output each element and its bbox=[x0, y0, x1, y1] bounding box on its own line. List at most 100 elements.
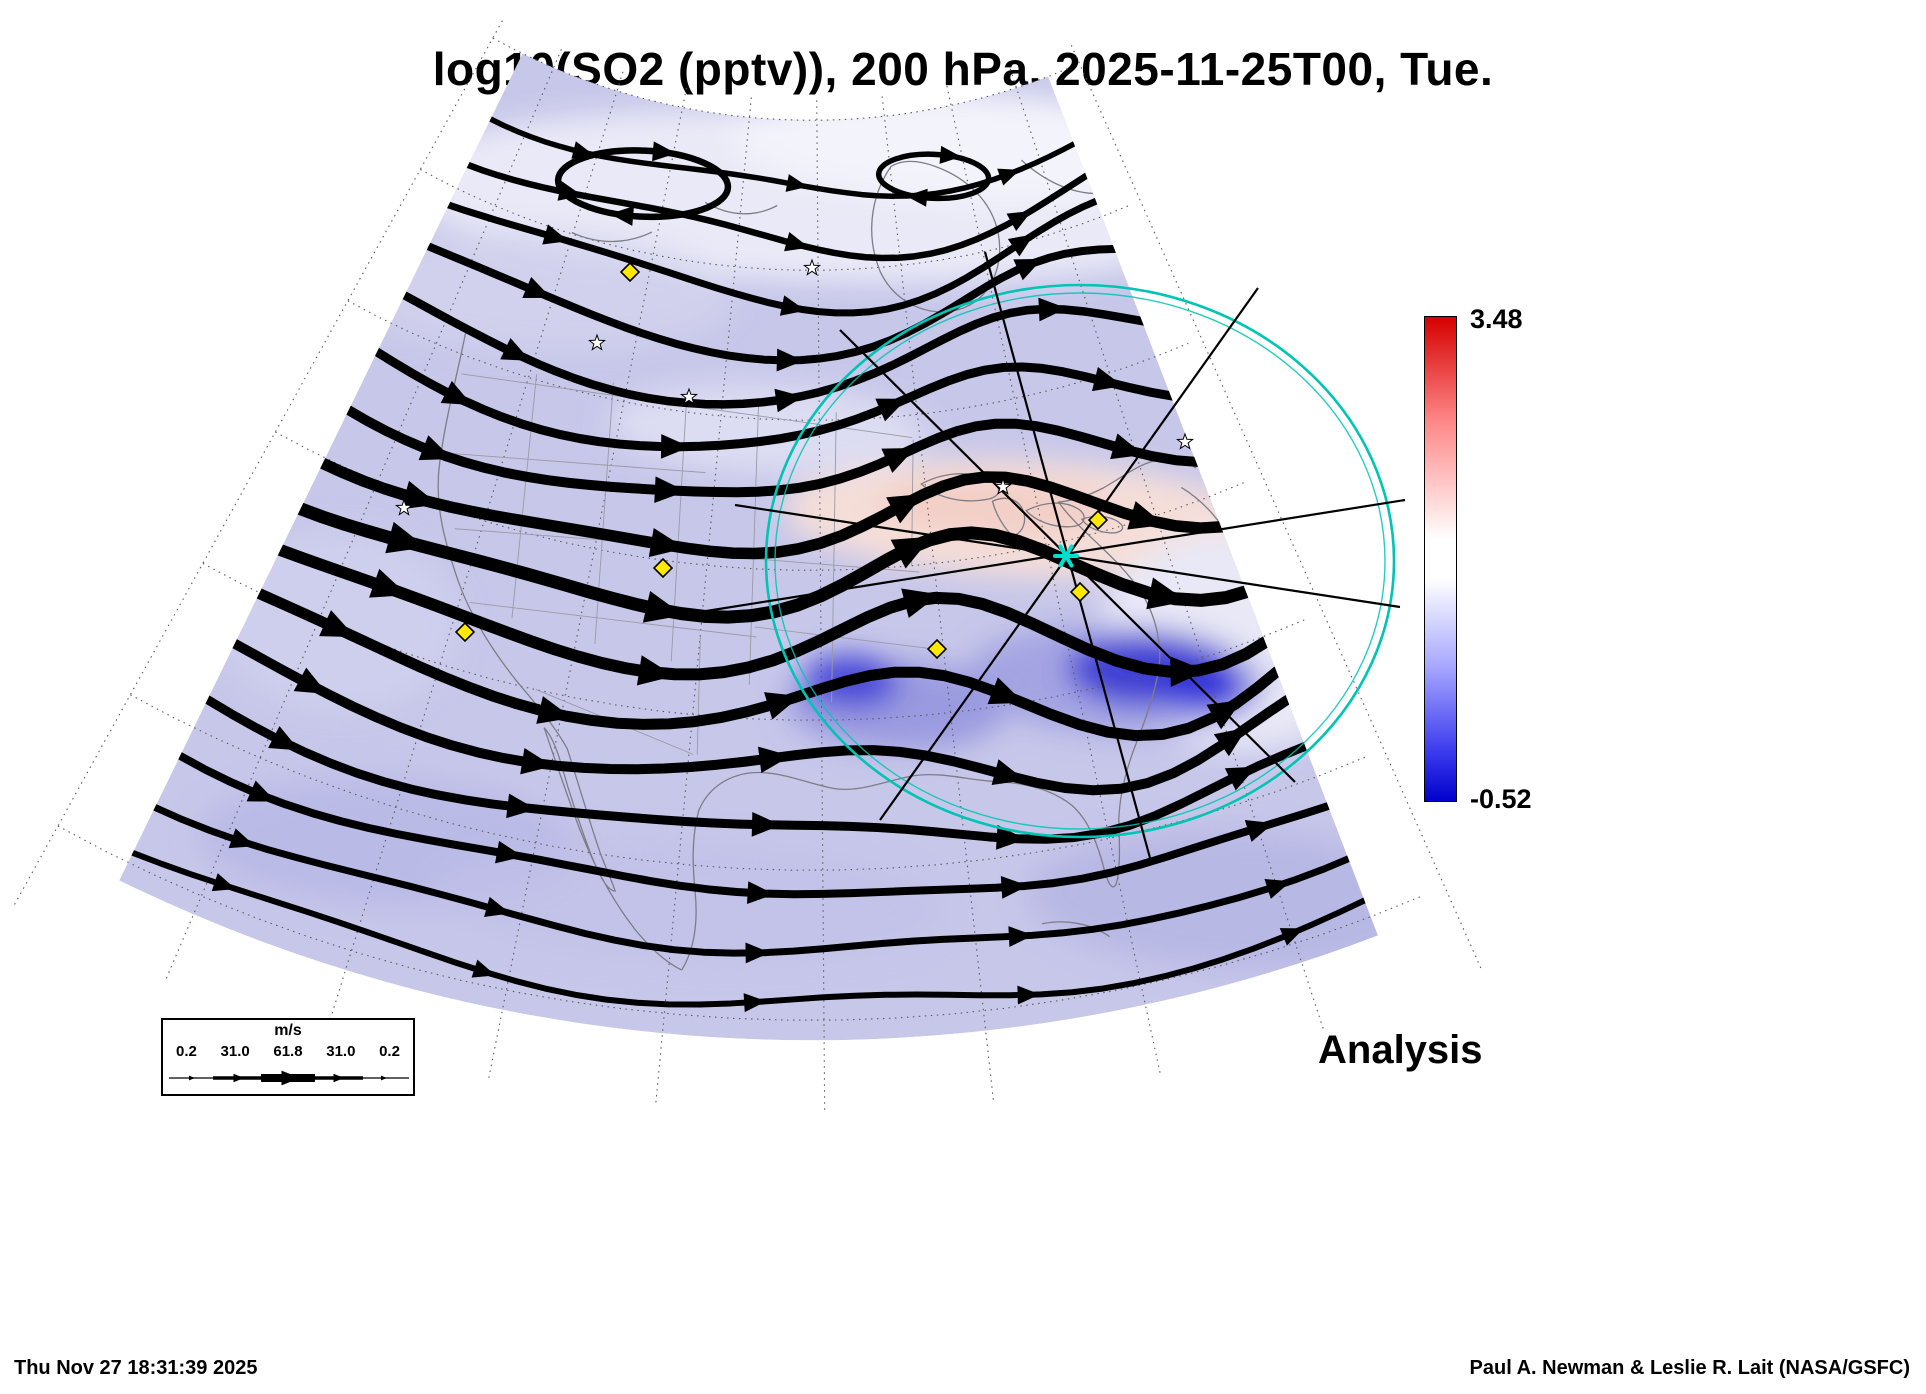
diamond-marker-icon bbox=[652, 557, 674, 579]
streamline-arrowhead-icon bbox=[751, 811, 781, 837]
streamline-arrowhead-icon bbox=[636, 655, 675, 686]
streamline-arrowhead-icon bbox=[1170, 656, 1207, 687]
streamline-arrowhead-icon bbox=[520, 748, 554, 775]
streamline-arrowhead-icon bbox=[1110, 433, 1144, 460]
streamline-arrowhead-icon bbox=[211, 873, 236, 892]
volcano-star-icon bbox=[1176, 432, 1194, 450]
track-line bbox=[699, 498, 1406, 614]
streamline-arrowhead-icon bbox=[1206, 699, 1243, 730]
credit-line: Paul A. Newman & Leslie R. Lait (NASA/GS… bbox=[1469, 1357, 1910, 1379]
streamline-arrowhead-icon bbox=[881, 447, 916, 473]
streamline bbox=[554, 147, 732, 221]
graticule-line bbox=[655, 97, 752, 1104]
streamline-arrowhead-icon bbox=[418, 435, 453, 461]
streamline-arrowhead-icon bbox=[484, 896, 511, 917]
streamline-arrowhead-icon bbox=[1264, 878, 1291, 899]
streamline-arrowhead-icon bbox=[890, 536, 932, 569]
diamond-marker-icon bbox=[1069, 581, 1091, 603]
streamline-arrowhead-icon bbox=[319, 610, 356, 638]
diamond-marker-icon bbox=[454, 621, 476, 643]
streamline-arrowhead-icon bbox=[1000, 876, 1029, 899]
streamline-arrowhead-icon bbox=[369, 568, 408, 598]
streamline-arrowhead-icon bbox=[939, 145, 962, 164]
streamline bbox=[207, 567, 1306, 742]
colorbar-min-label: -0.52 bbox=[1470, 784, 1532, 814]
streamline-arrowhead-icon bbox=[268, 726, 300, 751]
streamline-arrowhead-icon bbox=[471, 959, 496, 978]
streamline-arrowhead-icon bbox=[1006, 211, 1032, 232]
streamline-arrowhead-icon bbox=[997, 168, 1021, 186]
wind-streamlines bbox=[113, 101, 1400, 1013]
streamline-arrowhead-icon bbox=[1213, 727, 1248, 757]
graticule-line bbox=[946, 85, 1161, 1074]
graticule-line bbox=[347, 300, 1189, 421]
streamline-arrowhead-icon bbox=[1224, 766, 1257, 791]
streamline-arrowhead-icon bbox=[1279, 928, 1304, 946]
streamline bbox=[367, 273, 1171, 409]
volcano-star-icon bbox=[588, 333, 606, 351]
streamline-arrowhead-icon bbox=[642, 590, 684, 623]
streamline-arrowhead-icon bbox=[609, 206, 635, 226]
graticule-line bbox=[165, 49, 562, 980]
streamline bbox=[155, 665, 1340, 844]
streamline bbox=[183, 613, 1319, 796]
wind-tick-label: 61.8 bbox=[273, 1043, 303, 1060]
streamline-arrowhead-icon bbox=[886, 493, 924, 524]
diamond-marker-icon bbox=[619, 261, 641, 283]
streamline bbox=[113, 824, 1400, 1008]
generation-timestamp: Thu Nov 27 18:31:39 2025 bbox=[14, 1357, 258, 1379]
graticule-line bbox=[816, 100, 826, 1111]
colorbar bbox=[1424, 316, 1457, 802]
streamline-arrowhead-icon bbox=[440, 380, 473, 405]
streamline-arrowhead-icon bbox=[228, 828, 256, 849]
wind-scale-legend: m/s 0.2 31.0 61.8 31.0 0.2 bbox=[161, 1018, 415, 1096]
wind-tick-labels: 0.2 31.0 61.8 31.0 0.2 bbox=[163, 1044, 413, 1059]
wind-tick-label: 0.2 bbox=[379, 1043, 400, 1060]
diamond-marker-icon bbox=[1087, 509, 1109, 531]
streamline-arrowhead-icon bbox=[1007, 234, 1035, 257]
streamline-arrowhead-icon bbox=[1038, 297, 1067, 322]
diamond-markers bbox=[454, 261, 1109, 660]
wind-tick-label: 0.2 bbox=[176, 1043, 197, 1060]
streamline-arrowhead-icon bbox=[246, 780, 276, 802]
volcano-star-markers bbox=[395, 258, 1194, 516]
streamline-arrowhead-icon bbox=[745, 942, 771, 964]
volcano-star-icon bbox=[395, 498, 413, 516]
wind-unit-label: m/s bbox=[274, 1022, 302, 1039]
streamline-arrowhead-icon bbox=[654, 476, 687, 504]
streamline-arrowhead-icon bbox=[660, 434, 691, 459]
streamline-arrowhead-icon bbox=[1091, 367, 1124, 392]
volcano-star-icon bbox=[994, 477, 1012, 495]
streamline-arrowhead-icon bbox=[1017, 985, 1040, 1005]
streamline-arrowhead-icon bbox=[746, 881, 775, 905]
streamline-arrowhead-icon bbox=[1146, 577, 1187, 610]
streamline-arrowhead-icon bbox=[385, 521, 427, 554]
streamline-arrowhead-icon bbox=[293, 667, 328, 695]
streamline-arrowhead-icon bbox=[905, 188, 928, 207]
streamline-arrowhead-icon bbox=[779, 295, 806, 316]
streamline-arrowhead-icon bbox=[1008, 926, 1034, 947]
streamline-arrowhead-icon bbox=[400, 480, 439, 510]
streamline-arrowhead-icon bbox=[784, 231, 810, 252]
graticule-line bbox=[13, 20, 503, 906]
gulf-atlantic-coastline bbox=[681, 458, 1197, 971]
streamline bbox=[413, 189, 1117, 317]
streamline-arrowhead-icon bbox=[785, 174, 808, 192]
wind-arrowheads bbox=[189, 1070, 387, 1086]
streamline-arrowhead-icon bbox=[987, 677, 1024, 705]
graticule-line bbox=[1070, 45, 1482, 969]
streamline-arrowhead-icon bbox=[1013, 258, 1043, 281]
wind-scale-arrows bbox=[169, 1070, 409, 1086]
streamline-arrowhead-icon bbox=[776, 348, 804, 372]
streamline-arrowhead-icon bbox=[652, 141, 677, 162]
graticule-line bbox=[488, 87, 687, 1079]
streamline-arrowhead-icon bbox=[542, 224, 569, 245]
streamline-arrowhead-icon bbox=[743, 993, 767, 1013]
streamline-arrowhead-icon bbox=[1244, 820, 1274, 842]
volcano-star-icon bbox=[803, 258, 821, 276]
streamline-arrowhead-icon bbox=[875, 398, 907, 422]
map-projection-area bbox=[13, 20, 1482, 1111]
streamline bbox=[435, 149, 1105, 262]
diamond-marker-icon bbox=[926, 638, 948, 660]
